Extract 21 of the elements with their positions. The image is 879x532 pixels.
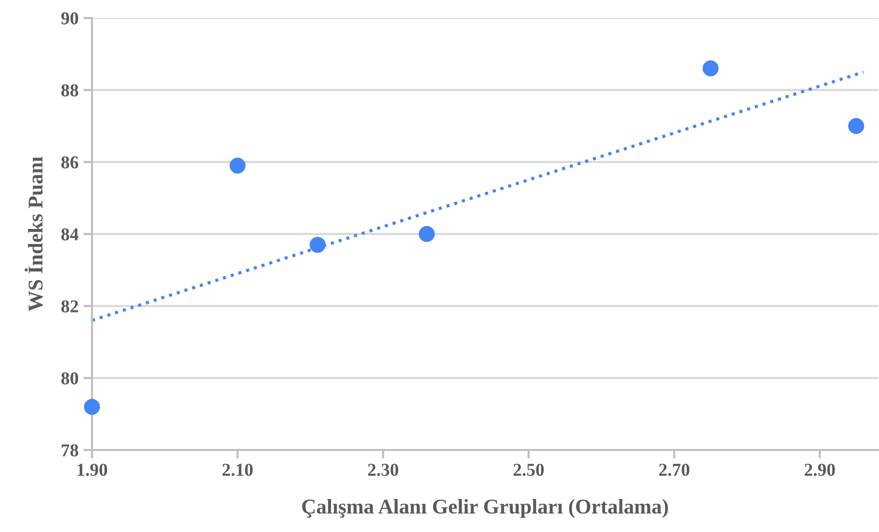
y-tick-label: 88 bbox=[61, 84, 78, 96]
x-tick-label: 2.30 bbox=[368, 464, 398, 476]
point bbox=[702, 60, 719, 76]
point bbox=[848, 118, 864, 134]
y-tick-label: 86 bbox=[61, 156, 78, 168]
point bbox=[84, 398, 100, 415]
x-axis-title: Çalışma Alanı Gelir Grupları (Ortalama) bbox=[302, 499, 668, 518]
x-tick-label: 2.50 bbox=[514, 464, 544, 476]
y-axis-title: WS İndeks Puanı bbox=[24, 156, 43, 312]
point bbox=[418, 226, 435, 242]
y-tick-label: 80 bbox=[61, 372, 78, 384]
point bbox=[230, 158, 246, 174]
x-tick-label: 1.90 bbox=[78, 464, 108, 476]
x-tick-label: 2.70 bbox=[659, 464, 690, 476]
x-tick-label: 2.10 bbox=[222, 464, 253, 476]
y-tick-label: 82 bbox=[61, 300, 78, 312]
y-tick-label: 90 bbox=[61, 12, 78, 24]
point bbox=[310, 236, 326, 253]
x-tick-label: 2.90 bbox=[804, 464, 835, 476]
y-tick-label: 84 bbox=[61, 228, 78, 240]
y-tick-label: 78 bbox=[62, 444, 78, 456]
